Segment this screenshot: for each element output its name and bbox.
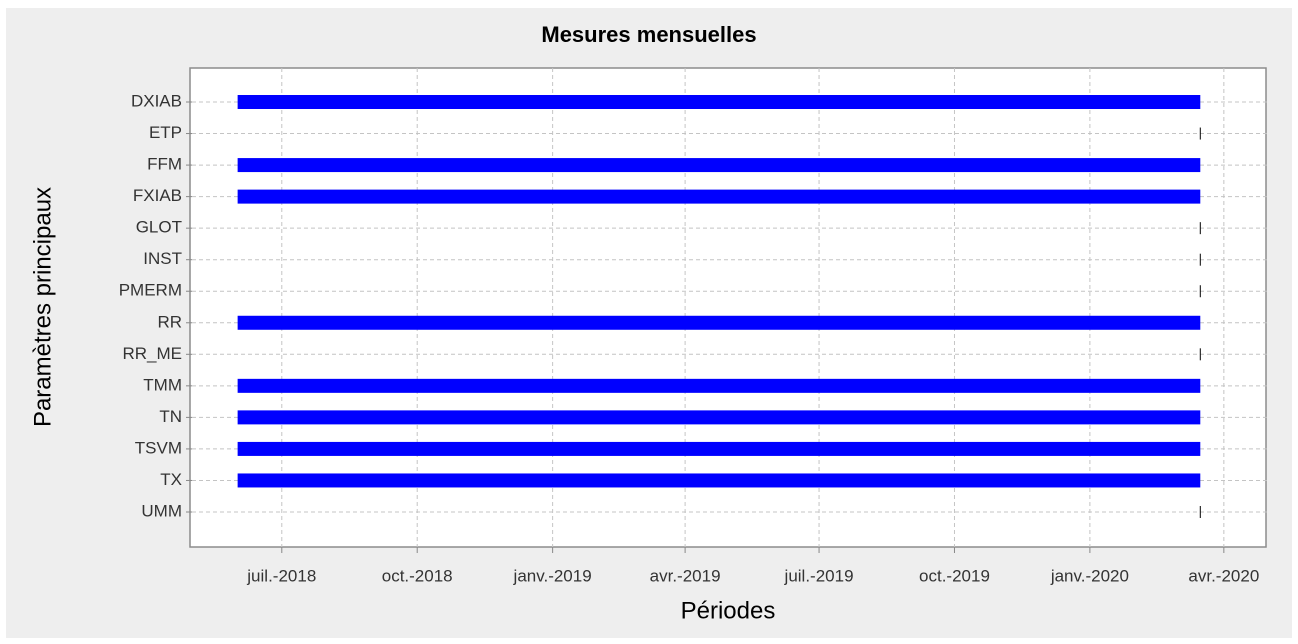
y-axis-label: Paramètres principaux (29, 187, 56, 427)
bar (237, 95, 1201, 109)
y-tick-label: DXIAB (131, 91, 182, 110)
y-tick-label: PMERM (119, 281, 182, 300)
x-tick-label: juil.-2019 (784, 566, 854, 585)
chart-title: Mesures mensuelles (541, 22, 756, 47)
y-tick-label: RR_ME (122, 344, 182, 363)
x-tick-label: juil.-2018 (246, 566, 316, 585)
bar (237, 158, 1201, 173)
y-tick-label: TN (159, 407, 182, 426)
x-axis-label: Périodes (681, 597, 776, 624)
y-tick-label: TX (160, 470, 182, 489)
x-tick-label: oct.-2018 (382, 566, 453, 585)
bar (237, 473, 1201, 488)
y-tick-label: ETP (149, 123, 182, 142)
x-tick-label: avr.-2019 (650, 566, 721, 585)
y-tick-label: TSVM (135, 438, 182, 457)
bar (237, 441, 1201, 456)
x-tick-label: avr.-2020 (1188, 566, 1259, 585)
y-tick-label: UMM (141, 501, 182, 520)
x-tick-label: janv.-2019 (513, 566, 592, 585)
plot-area (189, 67, 1267, 548)
y-tick-label: GLOT (136, 218, 182, 237)
bar (237, 315, 1201, 330)
y-tick-label: FXIAB (133, 186, 182, 205)
bar (237, 189, 1201, 204)
x-tick-label: oct.-2019 (919, 566, 990, 585)
x-tick-label: janv.-2020 (1050, 566, 1129, 585)
bar (237, 378, 1201, 393)
y-tick-label: FFM (147, 155, 182, 174)
bar (237, 410, 1201, 425)
y-tick-label: RR (157, 312, 182, 331)
y-tick-label: TMM (143, 375, 182, 394)
y-tick-label: INST (143, 249, 182, 268)
